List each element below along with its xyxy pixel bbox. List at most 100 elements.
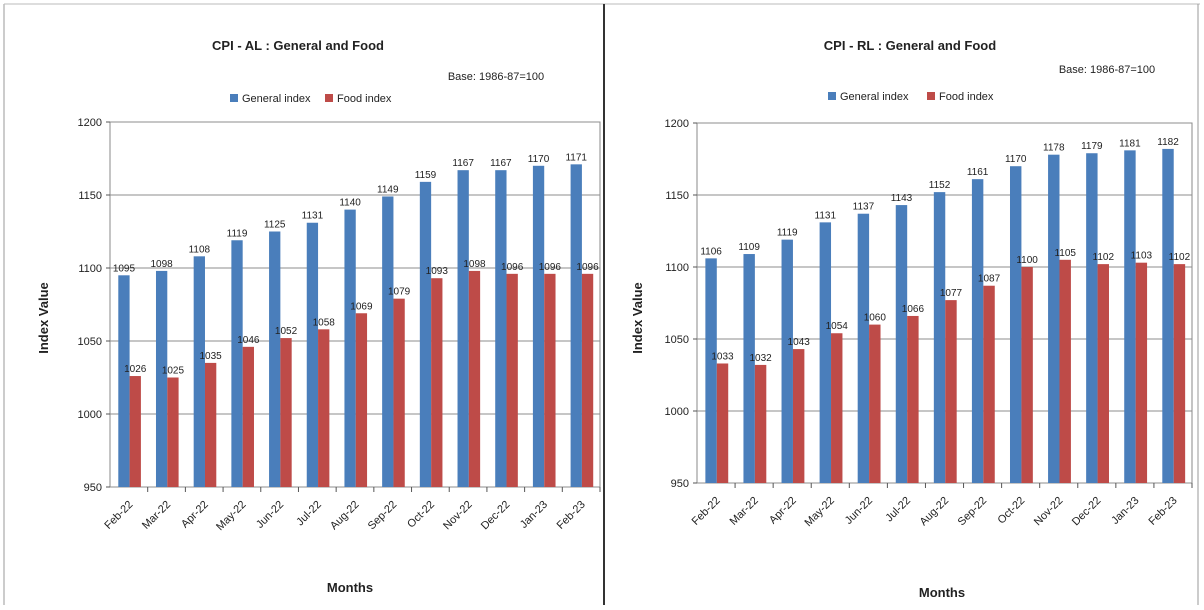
chart-al-bar-general — [532, 165, 545, 488]
chart-rl-data-label-food: 1066 — [902, 304, 925, 315]
chart-al-x-tick-label: Jan-23 — [518, 499, 550, 531]
chart-al-x-tick-label: Jul-22 — [294, 499, 324, 529]
chart-al-ylabel: Index Value — [36, 282, 51, 354]
chart-rl-data-label-food: 1032 — [749, 353, 772, 364]
chart-rl-bar-general — [895, 205, 908, 483]
chart-rl-data-label-food: 1102 — [1169, 252, 1191, 263]
chart-rl-y-tick-label: 1100 — [665, 262, 689, 274]
chart-al-bar-food — [204, 362, 217, 487]
chart-al-bar-food — [129, 376, 141, 487]
chart-al-x-tick-label: Dec-22 — [479, 499, 513, 533]
chart-al-x-tick-label: Mar-22 — [140, 499, 173, 532]
chart-al-bar-general — [306, 222, 319, 488]
chart-rl-bar-general — [1162, 148, 1174, 484]
chart-rl-title: CPI - RL : General and Food — [824, 38, 996, 53]
chart-rl-data-label-general: 1181 — [1119, 138, 1141, 149]
chart-rl-data-label-general: 1152 — [929, 180, 951, 191]
chart-rl-data-label-general: 1178 — [1043, 143, 1065, 154]
chart-al-x-tick-label: Feb-23 — [555, 499, 588, 532]
chart-al-data-label-food: 1026 — [124, 364, 147, 375]
chart-rl-x-tick-label: Dec-22 — [1070, 495, 1104, 529]
chart-al-data-label-food: 1058 — [313, 317, 336, 328]
chart-al-bar-food — [318, 329, 330, 487]
chart-rl-x-tick-label: Feb-23 — [1147, 495, 1180, 528]
chart-rl-y-tick-label: 1150 — [665, 190, 689, 202]
chart-al-bar-food — [544, 273, 556, 487]
chart-al-bar-food — [393, 298, 405, 487]
chart-al-data-label-food: 1035 — [200, 351, 223, 362]
chart-rl-bar-general — [971, 179, 984, 483]
chart-al-bar-food — [581, 273, 594, 487]
chart-al-data-label-food: 1046 — [237, 335, 260, 346]
chart-rl-data-label-general: 1143 — [891, 193, 913, 204]
chart-al-data-label-general: 1167 — [490, 158, 512, 169]
chart-al-bar-general — [155, 270, 168, 487]
chart-al-data-label-food: 1052 — [275, 326, 298, 337]
chart-rl-bar-food — [1097, 264, 1109, 483]
chart-al-bar-general — [570, 164, 582, 487]
chart-al-data-label-food: 1025 — [162, 366, 185, 377]
chart-al-bar-food — [468, 270, 481, 487]
chart-al-data-label-food: 1098 — [463, 259, 486, 270]
chart-rl: CPI - RL : General and Food Base: 1986-8… — [630, 38, 1193, 600]
chart-rl-data-label-general: 1137 — [853, 202, 875, 213]
chart-al-x-tick-label: Feb-22 — [102, 499, 135, 532]
chart-al-data-label-general: 1149 — [377, 184, 399, 195]
chart-rl-x-tick-label: Feb-22 — [690, 495, 723, 528]
chart-al-y-tick-label: 1200 — [78, 117, 102, 129]
chart-rl-data-label-food: 1100 — [1016, 255, 1038, 266]
chart-rl-x-tick-label: Jul-22 — [883, 495, 913, 525]
chart-rl-bar-food — [792, 349, 805, 483]
chart-al-data-label-general: 1170 — [528, 154, 550, 165]
chart-rl-data-label-food: 1087 — [978, 274, 1001, 285]
chart-rl-data-label-general: 1106 — [700, 246, 722, 257]
chart-al-x-tick-label: Oct-22 — [405, 499, 437, 531]
chart-al-x-tick-label: Jun-22 — [254, 499, 286, 531]
chart-al-y-tick-label: 1000 — [78, 409, 102, 421]
chart-rl-data-label-food: 1103 — [1131, 251, 1153, 262]
chart-rl-xlabel: Months — [919, 585, 965, 600]
chart-rl-bar-food — [1173, 264, 1186, 483]
chart-rl-bar-general — [743, 254, 755, 483]
chart-rl-bar-food — [1059, 259, 1071, 483]
chart-rl-bar-food — [831, 333, 843, 483]
chart-al-data-label-food: 1079 — [388, 287, 411, 298]
chart-al-data-label-general: 1159 — [415, 170, 437, 181]
chart-rl-data-label-food: 1033 — [711, 351, 734, 362]
chart-rl-data-label-general: 1109 — [738, 242, 760, 253]
chart-al-bar-general — [231, 240, 243, 487]
chart-rl-plot: 950 1000 1050 1100 1150 1200 1106 1033 Feb-22 110… — [665, 118, 1193, 529]
chart-rl-x-tick-label: Apr-22 — [767, 495, 799, 527]
chart-rl-bar-general — [1009, 166, 1022, 483]
chart-rl-bar-food — [983, 285, 995, 483]
chart-rl-bar-food — [945, 300, 957, 483]
chart-al-data-label-general: 1140 — [339, 198, 361, 209]
chart-al-bar-food — [506, 273, 518, 487]
chart-rl-legend-swatch-general — [828, 92, 836, 100]
chart-rl-data-label-food: 1060 — [864, 313, 887, 324]
chart-rl-bar-general — [1124, 150, 1136, 484]
chart-rl-legend-swatch-food — [927, 92, 935, 100]
chart-rl-data-label-general: 1182 — [1157, 137, 1179, 148]
chart-al-base-note: Base: 1986-87=100 — [448, 71, 544, 83]
chart-rl-data-label-general: 1119 — [777, 228, 798, 239]
chart-al-bar-general — [457, 170, 469, 487]
chart-al-legend-swatch-food — [325, 94, 333, 102]
chart-rl-x-tick-label: Mar-22 — [728, 495, 761, 528]
chart-rl-data-label-food: 1077 — [940, 288, 963, 299]
chart-rl-y-tick-label: 1000 — [665, 406, 689, 418]
chart-rl-x-tick-label: Jun-22 — [843, 495, 875, 527]
chart-al-bar-food — [280, 338, 292, 487]
chart-rl-bar-general — [1086, 153, 1098, 484]
chart-al-y-tick-label: 1050 — [78, 336, 102, 348]
chart-rl-base-note: Base: 1986-87=100 — [1059, 64, 1155, 76]
chart-rl-data-label-general: 1131 — [815, 210, 837, 221]
chart-al-x-tick-label: May-22 — [214, 499, 248, 533]
chart-rl-bar-food — [907, 315, 919, 483]
chart-al: CPI - AL : General and Food Base: 1986-8… — [36, 38, 601, 595]
chart-rl-bar-general — [857, 213, 870, 483]
chart-al-data-label-food: 1096 — [501, 262, 524, 273]
chart-rl-legend-general: General index — [840, 91, 909, 103]
chart-rl-data-label-food: 1054 — [826, 321, 849, 332]
